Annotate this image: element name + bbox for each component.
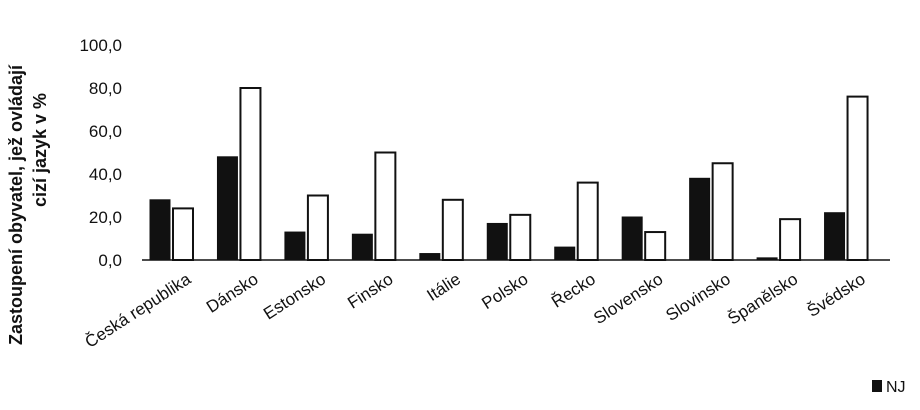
x-category-label: Slovinsko: [662, 269, 733, 325]
bar-nj: [689, 177, 711, 261]
y-axis-label-line-2: cizí jazyk v %: [30, 93, 50, 207]
y-axis-label-line-1: Zastoupení obyvatel, jež ovládají: [6, 64, 26, 345]
bar-series-2: [306, 194, 329, 261]
x-category-label: Slovensko: [590, 269, 666, 328]
y-tick-label: 80,0: [89, 79, 122, 98]
x-category-label: Itálie: [424, 269, 464, 304]
x-category-label: Řecko: [548, 269, 599, 311]
bar-series-2: [509, 213, 532, 262]
x-category-label: Dánsko: [203, 269, 262, 316]
legend-label-nj: NJ: [886, 379, 906, 396]
bar-nj: [824, 212, 846, 261]
y-tick-label: 60,0: [89, 122, 122, 141]
bar-nj: [486, 222, 508, 261]
x-category-label: Španělsko: [724, 269, 801, 328]
bar-nj: [756, 257, 778, 261]
bar-series-2: [644, 231, 667, 262]
y-tick-label: 40,0: [89, 165, 122, 184]
legend: NJ: [872, 379, 906, 396]
bar-nj: [554, 246, 576, 261]
bar-series-2: [239, 87, 262, 261]
bar-nj: [216, 156, 238, 261]
x-category-label: Finsko: [344, 269, 396, 312]
x-category-label: Estonsko: [260, 269, 329, 323]
bar-nj: [621, 216, 643, 261]
x-category-label: Polsko: [478, 269, 531, 313]
y-axis-label: Zastoupení obyvatel, jež ovládají cizí j…: [6, 64, 50, 345]
bar-series-2: [172, 207, 194, 261]
legend-swatch-nj: [872, 380, 882, 392]
bar-nj: [419, 253, 441, 261]
bar-series-2: [846, 95, 869, 261]
bar-series-2: [711, 162, 734, 261]
x-category-label: Česká republika: [82, 269, 195, 352]
bar-series-2: [441, 198, 464, 262]
y-tick-label: 20,0: [89, 208, 122, 227]
bar-series-2: [374, 151, 397, 261]
bar-nj: [149, 199, 171, 261]
bar-series-2: [779, 218, 802, 261]
x-category-label: Švédsko: [804, 269, 869, 320]
y-tick-label: 100,0: [79, 36, 122, 55]
y-tick-label: 0,0: [98, 251, 122, 270]
bar-series-2: [576, 181, 599, 262]
bars: [149, 87, 869, 262]
y-axis-ticks: 0,0 20,0 40,0 60,0 80,0 100,0: [79, 36, 122, 270]
bar-nj: [284, 231, 306, 261]
bar-nj: [351, 233, 373, 261]
